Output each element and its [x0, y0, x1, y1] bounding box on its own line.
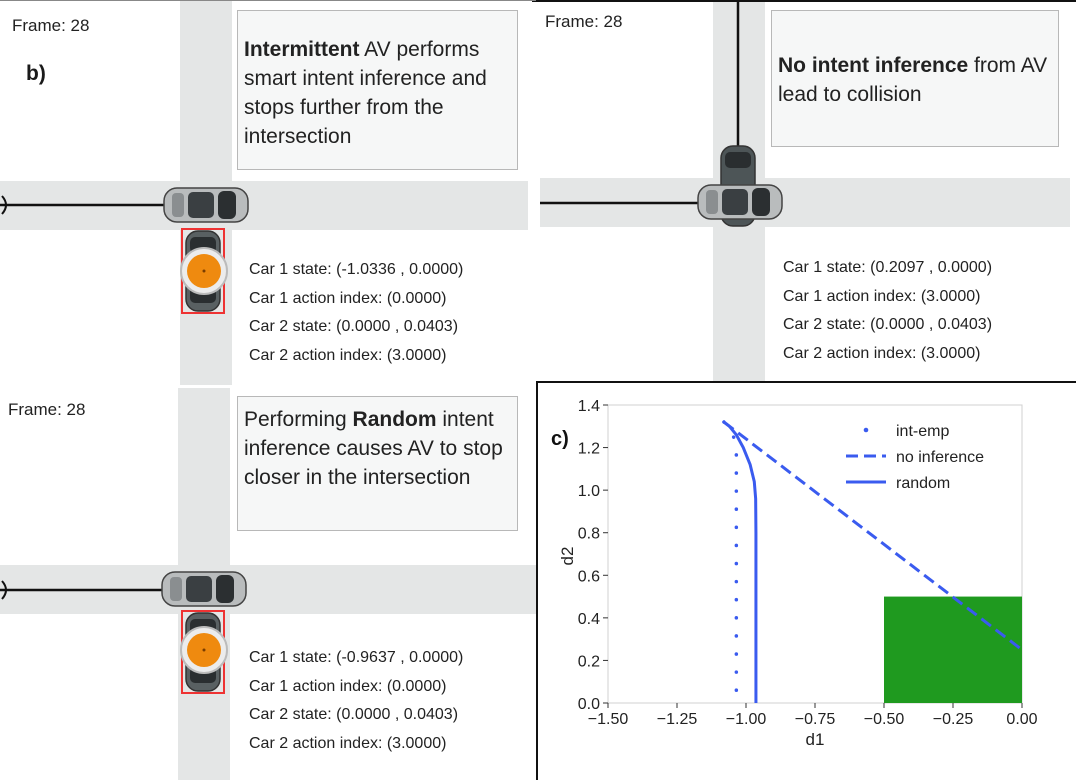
car1-state: Car 1 state: (0.2097 , 0.0000) [783, 259, 993, 276]
car1-action: Car 1 action index: (0.0000) [249, 289, 447, 307]
car2-state: Car 2 state: (0.0000 , 0.0403) [249, 706, 459, 723]
panel-no-inference: Frame: 28 No intent inference from AV le… [536, 0, 1076, 382]
note-emphasis: No intent inference [778, 54, 969, 77]
y-tick-label: 0.6 [578, 568, 600, 585]
note-emphasis: Intermittent [244, 38, 360, 61]
legend-label: no inference [896, 449, 984, 466]
top-border-right [532, 0, 1076, 2]
car-trajectories [540, 0, 740, 205]
y-tick-label: 0.4 [578, 611, 600, 628]
scenario-note: Intermittent AV performs smart intent in… [237, 10, 518, 170]
car-1-top-view [163, 187, 249, 223]
car2-state: Car 2 state: (0.0000 , 0.0403) [783, 316, 993, 333]
note-text: from AV lead to collision [778, 54, 1048, 106]
car1-action: Car 1 action index: (3.0000) [783, 287, 981, 305]
note-text: AV performs smart intent inference and s… [244, 38, 487, 148]
y-axis-label: d2 [558, 547, 577, 566]
car1-trajectory [0, 195, 172, 215]
scenario-note: No intent inference from AV lead to coll… [771, 10, 1059, 147]
car-state-readout: Car 1 state: (-1.0336 , 0.0000) Car 1 ac… [249, 256, 463, 370]
car-state-readout: Car 1 state: (-0.9637 , 0.0000) Car 1 ac… [249, 644, 463, 758]
car1-action: Car 1 action index: (0.0000) [249, 677, 447, 695]
y-tick-label: 0.8 [578, 526, 600, 543]
y-tick-label: 1.0 [578, 483, 600, 500]
collision-marker-icon [180, 626, 228, 674]
note-text: intent inference causes AV to stop close… [244, 408, 503, 489]
car1-state: Car 1 state: (-1.0336 , 0.0000) [249, 261, 464, 278]
car-1-top-view [161, 571, 247, 607]
x-tick-label: −0.75 [795, 711, 836, 728]
note-emphasis: Random [352, 408, 437, 431]
y-tick-label: 0.0 [578, 696, 600, 713]
series-line-int-emp [722, 420, 739, 705]
car-1-top-view [697, 184, 783, 220]
frame-counter: Frame: 28 [545, 12, 623, 31]
note-prefix: Performing [244, 408, 353, 431]
y-tick-label: 0.2 [578, 653, 600, 670]
x-tick-label: 0.00 [1006, 711, 1037, 728]
car-state-readout: Car 1 state: (0.2097 , 0.0000) Car 1 act… [783, 254, 992, 368]
car2-action: Car 2 action index: (3.0000) [249, 346, 447, 364]
panel-intermittent: Frame: 28 b) Intermittent AV performs sm… [0, 0, 536, 385]
panel-label-b: b) [26, 62, 46, 85]
legend-label: random [896, 475, 950, 492]
series-line-random [723, 420, 758, 703]
scenario-note: Performing Random intent inference cause… [237, 396, 518, 531]
panel-divider-horizontal [536, 381, 1076, 383]
car2-action: Car 2 action index: (3.0000) [249, 734, 447, 752]
y-tick-label: 1.4 [578, 398, 600, 415]
collision-region [884, 596, 1022, 703]
panel-divider-vertical [536, 382, 538, 780]
x-tick-label: −1.50 [588, 711, 629, 728]
car1-trajectory [0, 580, 170, 600]
x-tick-label: −0.25 [933, 711, 974, 728]
series-line-no-inference [723, 420, 1023, 651]
x-axis-label: d1 [806, 730, 825, 749]
y-tick-label: 1.2 [578, 441, 600, 458]
distance-chart: c) −1.50 −1.25 −1.00 −0.75 −0.50 −0.25 0.00 0.… [551, 398, 1038, 749]
panel-random: Frame: 28 Performing Random intent infer… [0, 388, 536, 780]
car1-state: Car 1 state: (-0.9637 , 0.0000) [249, 649, 464, 666]
legend-label: int-emp [896, 423, 949, 440]
x-tick-label: −1.25 [657, 711, 698, 728]
panel-label-c: c) [551, 428, 569, 450]
frame-counter: Frame: 28 [12, 16, 90, 35]
collision-marker-icon [180, 247, 228, 295]
x-tick-label: −0.50 [864, 711, 905, 728]
legend-marker-int-emp [863, 427, 869, 433]
car2-action: Car 2 action index: (3.0000) [783, 344, 981, 362]
x-tick-label: −1.00 [726, 711, 767, 728]
car2-state: Car 2 state: (0.0000 , 0.0403) [249, 318, 459, 335]
frame-counter: Frame: 28 [8, 400, 86, 419]
top-border-left [0, 0, 536, 1]
